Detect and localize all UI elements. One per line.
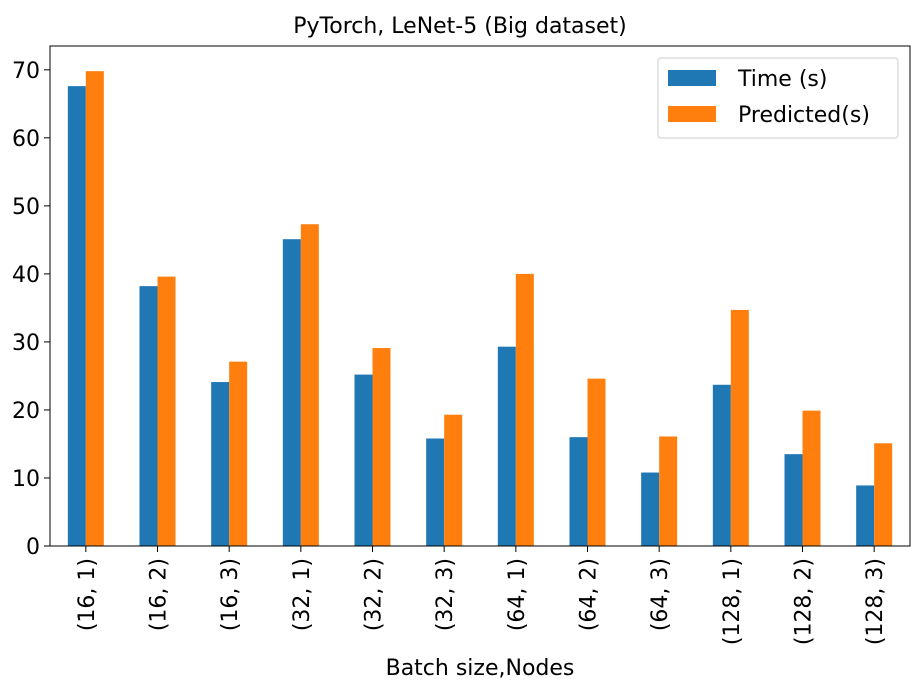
bar-time-3	[282, 239, 301, 546]
legend-box	[657, 57, 899, 139]
bar-time-7	[569, 437, 588, 546]
bar-predicted-10	[802, 410, 821, 546]
y-tick-label-6: 60	[12, 127, 40, 152]
x-tick-label-5: (32, 3)	[433, 558, 458, 631]
bar-time-9	[712, 384, 731, 546]
y-tick-label-3: 30	[12, 331, 40, 356]
x-tick-label-6: (64, 1)	[505, 558, 530, 631]
y-tick-label-5: 50	[12, 195, 40, 220]
bar-time-10	[784, 454, 803, 546]
y-tick-label-7: 70	[12, 59, 40, 84]
legend-label-0: Time (s)	[737, 67, 827, 92]
bar-predicted-2	[229, 361, 248, 546]
bar-time-6	[497, 346, 516, 546]
bar-predicted-9	[730, 309, 749, 546]
chart-title: PyTorch, LeNet-5 (Big dataset)	[293, 14, 627, 39]
legend-swatch-0	[668, 70, 716, 86]
bar-time-1	[139, 286, 158, 546]
bar-predicted-7	[587, 378, 606, 546]
x-tick-label-9: (128, 1)	[720, 558, 745, 645]
bar-predicted-3	[300, 224, 319, 547]
bar-predicted-1	[157, 276, 176, 546]
y-tick-label-0: 0	[26, 535, 40, 560]
x-tick-label-4: (32, 2)	[362, 558, 387, 631]
y-tick-label-1: 10	[12, 467, 40, 492]
bar-predicted-11	[874, 443, 893, 546]
bar-time-11	[856, 485, 875, 546]
x-tick-label-8: (64, 3)	[648, 558, 673, 631]
bar-predicted-8	[659, 436, 678, 546]
y-tick-label-2: 20	[12, 399, 40, 424]
x-tick-label-3: (32, 1)	[290, 558, 315, 631]
x-tick-label-7: (64, 2)	[577, 558, 602, 631]
x-tick-label-11: (128, 3)	[863, 558, 888, 645]
bar-predicted-0	[85, 71, 104, 547]
bar-time-4	[354, 374, 373, 546]
bar-time-8	[641, 472, 660, 546]
bar-predicted-6	[515, 273, 534, 546]
bar-time-2	[211, 382, 230, 546]
x-tick-label-0: (16, 1)	[75, 558, 100, 631]
bars-layer	[67, 71, 893, 547]
y-axis: 0 10 20 30 40 50 60 70	[12, 59, 50, 560]
y-tick-label-4: 40	[12, 263, 40, 288]
x-tick-label-10: (128, 2)	[792, 558, 817, 645]
legend-swatch-1	[668, 106, 716, 122]
x-tick-label-2: (16, 3)	[218, 558, 243, 631]
legend: Time (s) Predicted(s)	[657, 57, 899, 139]
bar-time-0	[67, 86, 86, 546]
x-axis: (16, 1) (16, 2) (16, 3) (32, 1) (32, 2) (32, …	[75, 546, 888, 645]
x-axis-label: Batch size,Nodes	[386, 656, 575, 681]
plot-frame	[49, 45, 911, 547]
bar-time-5	[426, 438, 445, 546]
bar-predicted-5	[444, 414, 463, 546]
x-tick-label-1: (16, 2)	[147, 558, 172, 631]
legend-label-1: Predicted(s)	[738, 103, 870, 128]
bar-predicted-4	[372, 348, 391, 546]
